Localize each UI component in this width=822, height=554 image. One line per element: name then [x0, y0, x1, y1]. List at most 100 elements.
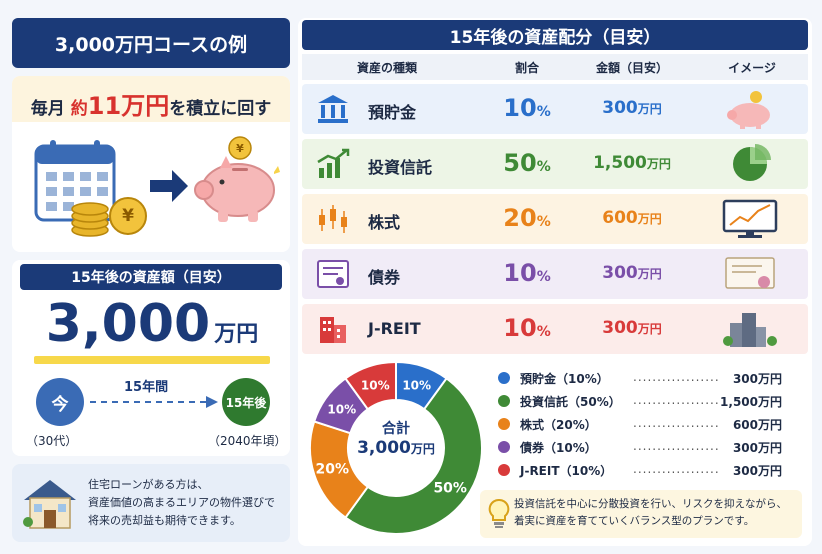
- legend-leader: ..................: [633, 416, 720, 430]
- coin-yen-symbol: ¥: [122, 206, 134, 226]
- slice-bonds-label: 10%: [327, 403, 356, 417]
- table-header: 資産の種類 割合 金額（目安） イメージ: [302, 54, 808, 80]
- asset-pct: 50%: [487, 149, 567, 177]
- legend-item-bonds: 債券（10%）.................. 300万円: [498, 437, 788, 457]
- slice-mutual-fund-label: 50%: [433, 480, 467, 496]
- note-line-1: 住宅ローンがある方は、: [88, 478, 209, 491]
- legend-amount: 300万円: [732, 372, 782, 386]
- allocation-title: 15年後の資産配分（目安）: [302, 20, 808, 50]
- asset-row-jreit: J-REIT 10% 300万円: [302, 304, 808, 354]
- asset-amount: 1,500万円: [572, 153, 692, 173]
- tip-line-2: 着実に資産を育てていくバランス型のプランです。: [514, 515, 755, 527]
- tip-box: 投資信託を中心に分散投資を行い、リスクを抑えながら、 着実に資産を育てていくバラ…: [480, 490, 802, 538]
- donut-center: 合計 3,000万円: [346, 418, 446, 478]
- pct-unit: %: [536, 269, 551, 285]
- monthly-prefix: 毎月: [30, 99, 65, 119]
- city-buildings-icon: [723, 313, 777, 347]
- total-amount: 3,000: [45, 294, 211, 354]
- housing-note-text: 住宅ローンがある方は、 資産価値の高まるエリアの物件選びで 将来の売却益も期待で…: [88, 476, 275, 530]
- asset-pct: 10%: [487, 259, 567, 287]
- slice-jreit-label: 10%: [361, 378, 390, 392]
- after-circle: 15年後: [222, 378, 270, 426]
- total-title: 15年後の資産額（目安）: [20, 264, 282, 290]
- monitor-chart-icon: [722, 199, 778, 238]
- asset-pct: 10%: [487, 94, 567, 122]
- legend-amount: 600万円: [732, 418, 782, 432]
- asset-row-mutual-fund: 投資信託 50% 1,500万円: [302, 139, 808, 189]
- asset-row-bonds: 債券 10% 300万円: [302, 249, 808, 299]
- dashed-arrow-icon: [90, 396, 218, 408]
- span-label: 15年間: [124, 380, 169, 395]
- building-icon: [320, 317, 346, 343]
- piggy-bank-icon: [194, 136, 280, 222]
- donut-hole: [349, 401, 443, 495]
- pct-value: 10: [503, 94, 537, 122]
- growth-chart-icon: [317, 148, 350, 178]
- coin-stack-icon: [71, 197, 147, 237]
- asset-row-savings: 預貯金 10% 300万円: [302, 84, 808, 134]
- legend-dot: [498, 441, 510, 453]
- monthly-card: 毎月 約 11万円 を積立に回す ¥ ¥: [12, 76, 290, 252]
- tip-text: 投資信託を中心に分散投資を行い、リスクを抑えながら、 着実に資産を育てていくバラ…: [514, 496, 787, 530]
- monthly-suffix: を積立に回す: [169, 99, 272, 119]
- after-sub: （2040年頃）: [208, 434, 287, 448]
- legend-label: J-REIT（10%）: [520, 464, 613, 478]
- asset-row-stocks: 株式 20% 600万円: [302, 194, 808, 244]
- allocation-donut-chart: 10% 50% 20% 10% 10%: [309, 360, 483, 535]
- pct-unit: %: [536, 104, 551, 120]
- donut-center-unit: 万円: [410, 442, 435, 456]
- pie-chart-icon: [733, 144, 771, 181]
- course-title: 3,000万円コースの例: [12, 18, 290, 68]
- donut-center-label: 合計: [382, 421, 410, 437]
- now-sub: （30代）: [26, 434, 78, 448]
- candlestick-icon: [319, 205, 347, 233]
- legend-item-stocks: 株式（20%）.................. 600万円: [498, 414, 788, 434]
- note-line-3: 将来の売却益も期待できます。: [88, 514, 241, 527]
- legend-leader: ..................: [633, 370, 720, 384]
- lightbulb-icon: [488, 498, 510, 528]
- pct-value: 50: [503, 149, 537, 177]
- monthly-banner: 毎月 約 11万円 を積立に回す: [12, 76, 290, 122]
- header-amount: 金額（目安）: [595, 60, 668, 75]
- certificate-icon: [725, 257, 775, 289]
- asset-amount: 600万円: [572, 208, 692, 228]
- total-underline: [34, 356, 270, 364]
- donut-center-amount: 3,000: [357, 438, 411, 458]
- bank-icon: [318, 95, 348, 123]
- monthly-yaku: 約: [70, 99, 88, 119]
- piggy-coin-symbol: ¥: [236, 141, 244, 155]
- amount-unit: 万円: [637, 267, 662, 281]
- legend-label: 債券（10%）: [520, 441, 597, 455]
- pct-unit: %: [536, 214, 551, 230]
- pct-unit: %: [536, 159, 551, 175]
- slice-stocks-label: 20%: [316, 462, 350, 478]
- tip-line-1: 投資信託を中心に分散投資を行い、リスクを抑えながら、: [514, 498, 787, 510]
- legend-dot: [498, 372, 510, 384]
- bond-certificate-icon: [317, 260, 349, 288]
- asset-pct: 10%: [487, 314, 567, 342]
- slice-jreit: [344, 360, 397, 411]
- arrow-right-icon: [150, 170, 188, 202]
- asset-name: 投資信託: [368, 158, 433, 177]
- piggy-bank-icon: [727, 91, 770, 129]
- asset-amount: 300万円: [572, 263, 692, 283]
- amount-unit: 万円: [637, 322, 662, 336]
- legend-dot: [498, 464, 510, 476]
- slice-savings-label: 10%: [402, 378, 431, 392]
- house-icon: [23, 480, 76, 529]
- donut-center-amount-row: 3,000万円: [346, 438, 446, 458]
- legend-item-savings: 預貯金（10%）.................. 300万円: [498, 368, 788, 388]
- pct-value: 10: [503, 259, 537, 287]
- legend-leader: ..................: [633, 439, 720, 453]
- header-ratio: 割合: [514, 60, 539, 75]
- legend-item-mutual-fund: 投資信託（50%）.................. 1,500万円: [498, 391, 788, 411]
- amount-unit: 万円: [646, 157, 671, 171]
- amount-value: 600: [602, 208, 638, 228]
- now-circle: 今: [36, 378, 84, 426]
- total-amount-row: 3,000 万円: [32, 294, 272, 356]
- asset-name: 株式: [368, 213, 401, 232]
- legend-label: 株式（20%）: [520, 418, 597, 432]
- legend-item-jreit: J-REIT（10%）.................. 300万円: [498, 460, 788, 480]
- calendar-icon: [34, 140, 116, 222]
- asset-pct: 20%: [487, 204, 567, 232]
